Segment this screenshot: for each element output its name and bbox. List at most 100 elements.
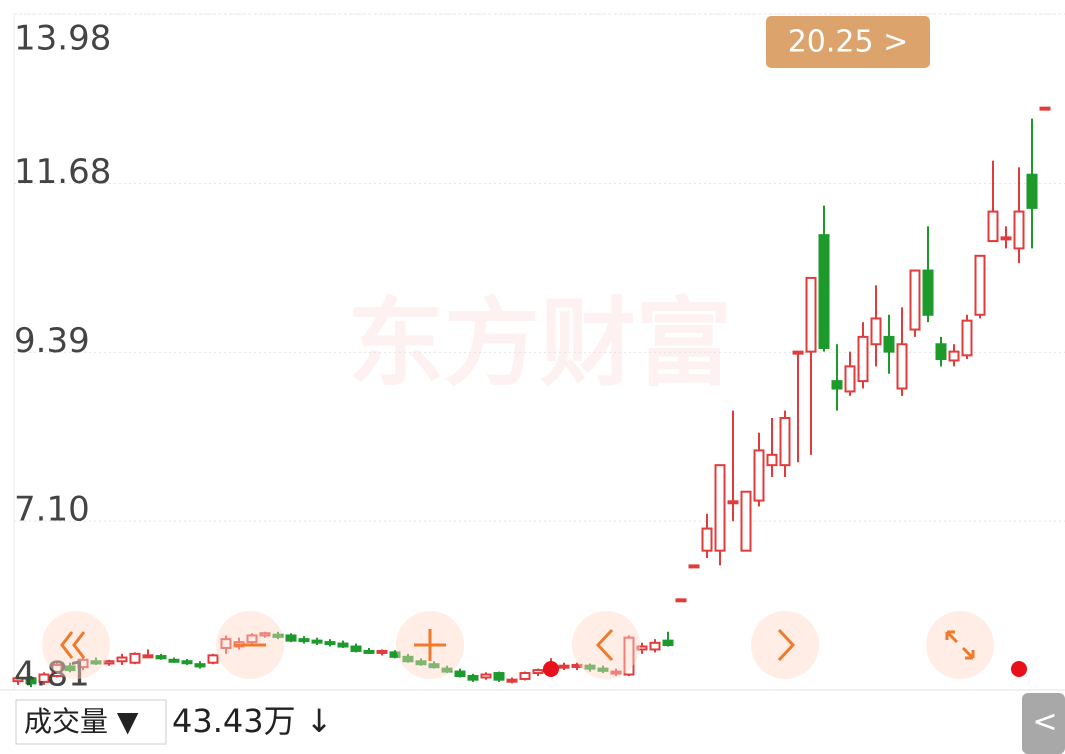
candle-body xyxy=(987,210,999,243)
candle-body xyxy=(38,673,50,683)
nav-buttons xyxy=(42,611,1027,679)
candle-body xyxy=(1039,106,1051,111)
candle-body xyxy=(272,633,284,638)
candle-body xyxy=(779,416,791,467)
marker-dot xyxy=(543,661,559,677)
candle-body xyxy=(298,638,310,643)
candle-body xyxy=(883,335,895,353)
candle-body xyxy=(493,672,505,681)
candle-body xyxy=(506,678,518,683)
candle-body xyxy=(207,654,219,664)
candle-body xyxy=(662,639,674,647)
candle-body xyxy=(805,276,817,353)
candle-body xyxy=(948,350,960,362)
candle-body xyxy=(181,660,193,665)
candle-body xyxy=(350,645,362,652)
icon xyxy=(945,630,975,660)
candle-body xyxy=(337,642,349,648)
y-tick-label: 7.10 xyxy=(14,490,90,530)
y-tick-label: 9.39 xyxy=(14,321,90,361)
candle-body xyxy=(168,658,180,663)
candle-body xyxy=(402,655,414,663)
candle-body xyxy=(51,663,63,677)
candle-body xyxy=(415,660,427,666)
candle-body xyxy=(428,663,440,669)
candle-body xyxy=(467,674,479,681)
candle-body xyxy=(259,632,271,637)
candle-body xyxy=(441,667,453,673)
candle-body xyxy=(610,670,622,675)
candle-body xyxy=(584,664,596,670)
price-tag-bg[interactable] xyxy=(766,16,930,68)
candle-body xyxy=(740,490,752,552)
marker-dot xyxy=(1011,661,1027,677)
candle-body xyxy=(285,634,297,642)
candle-body xyxy=(974,254,986,316)
candle-body xyxy=(519,672,531,680)
candle-body xyxy=(532,669,544,675)
icon xyxy=(60,631,86,659)
candle-body xyxy=(311,639,323,644)
volume-selector[interactable]: 成交量 ▼ xyxy=(24,705,139,738)
candle-body xyxy=(129,652,141,664)
collapse-icon[interactable]: < xyxy=(1032,705,1057,740)
y-tick-label: 13.98 xyxy=(14,19,111,59)
candle-body xyxy=(935,343,947,361)
btn-next[interactable] xyxy=(751,611,819,679)
candle-body xyxy=(701,527,713,552)
volume-value: 43.43万 ↓ xyxy=(172,702,333,740)
candle-body xyxy=(1026,173,1038,209)
icon xyxy=(414,629,446,661)
btn-fullscreen[interactable] xyxy=(926,611,994,679)
candle-body xyxy=(909,269,921,331)
btn-prev[interactable] xyxy=(572,611,640,679)
candle-body xyxy=(1000,236,1012,241)
candle-body xyxy=(324,641,336,646)
volume-selector-box[interactable] xyxy=(15,699,167,745)
collapse-button[interactable] xyxy=(1022,693,1065,754)
candle-body xyxy=(675,598,687,603)
y-tick-label: 4.81 xyxy=(14,655,90,695)
candle-body xyxy=(246,634,258,644)
candle-body xyxy=(25,677,37,685)
candle-body xyxy=(454,670,466,677)
candle-body xyxy=(116,656,128,663)
candle-body xyxy=(766,453,778,467)
candle-body xyxy=(363,649,375,654)
candle-body xyxy=(12,677,24,683)
candle-body xyxy=(220,638,232,649)
candle-body xyxy=(389,651,401,658)
y-tick-label: 11.68 xyxy=(14,152,111,192)
candle-body xyxy=(480,673,492,679)
candle-body xyxy=(818,234,830,349)
candle-body xyxy=(688,564,700,569)
candle-body xyxy=(571,663,583,668)
candle-body xyxy=(194,663,206,668)
candle-body xyxy=(103,660,115,665)
candle-body xyxy=(155,655,167,660)
candle-body xyxy=(727,500,739,505)
price-tag[interactable]: 20.25 > xyxy=(788,25,909,60)
candle-body xyxy=(597,667,609,672)
candle-body xyxy=(857,335,869,383)
candle-body xyxy=(558,664,570,669)
candle-body xyxy=(922,269,934,316)
watermark: 东方财富 xyxy=(348,287,732,399)
candle-body xyxy=(64,665,76,672)
candle-body xyxy=(753,449,765,502)
candle-body xyxy=(792,350,804,355)
candle-body xyxy=(961,319,973,357)
candle-body xyxy=(870,317,882,346)
candle-body xyxy=(831,380,843,390)
candle-body xyxy=(844,365,856,393)
candle-body xyxy=(90,660,102,665)
candle-body xyxy=(77,658,89,669)
candle-body xyxy=(142,654,154,659)
icon xyxy=(777,628,796,662)
candle-body xyxy=(376,649,388,654)
candle-body xyxy=(636,645,648,651)
candle-body xyxy=(623,636,635,676)
btn-fast-back[interactable] xyxy=(42,611,110,679)
